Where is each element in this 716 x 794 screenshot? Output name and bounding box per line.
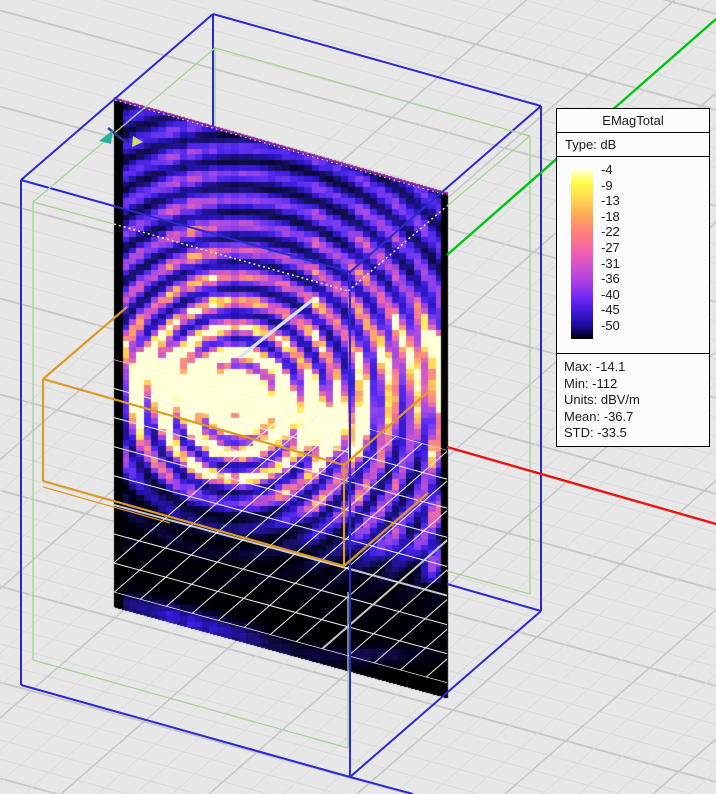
stat-units: Units: dBV/m — [564, 392, 640, 408]
dotted-top — [114, 99, 447, 196]
blue — [20, 13, 542, 794]
colorbar-tick: -18 — [601, 208, 620, 224]
orange — [41, 306, 429, 568]
dotted-pale — [113, 205, 448, 292]
colorbar-tick: -50 — [601, 318, 620, 333]
colorbar-tick: -27 — [601, 240, 620, 255]
stat-min: Min: -112 — [564, 375, 618, 391]
legend-value-type: Type: dB — [557, 133, 709, 157]
colorbar-tick: -4 — [601, 162, 613, 177]
port-triangle — [132, 136, 143, 147]
orange-thin — [42, 486, 171, 524]
colorbar-tick: -22 — [601, 224, 620, 240]
port-arrowhead — [99, 130, 113, 144]
colorbar-tick: -36 — [601, 271, 620, 287]
colorbar-section: -4 -9 -13 -18 -22 -27 -31 -36 -40 -45 -5… — [557, 157, 709, 354]
stat-max: Max: -14.1 — [564, 359, 626, 374]
colorbar-tick: -40 — [601, 286, 620, 302]
colorbar-tick: -9 — [601, 177, 613, 193]
stat-mean: Mean: -36.7 — [564, 408, 634, 424]
mesh-grid — [114, 359, 447, 683]
colorbar-tick: -13 — [601, 193, 620, 209]
green — [32, 47, 531, 749]
field-statistics: Max: -14.1 Min: -112 Units: dBV/m Mean: … — [557, 354, 709, 442]
stat-std: STD: -33.5 — [564, 425, 627, 441]
colorbar-tick: -31 — [601, 255, 620, 271]
legend-title: EMagTotal — [557, 109, 709, 133]
colorbar-tick: -45 — [601, 302, 620, 318]
colorbar-gradient[interactable] — [571, 169, 593, 339]
field-legend-panel[interactable]: EMagTotal Type: dB -4 -9 -13 -18 -22 -27… — [556, 108, 710, 447]
axis-red — [446, 445, 716, 526]
antenna — [238, 299, 313, 359]
port-line — [107, 127, 128, 144]
